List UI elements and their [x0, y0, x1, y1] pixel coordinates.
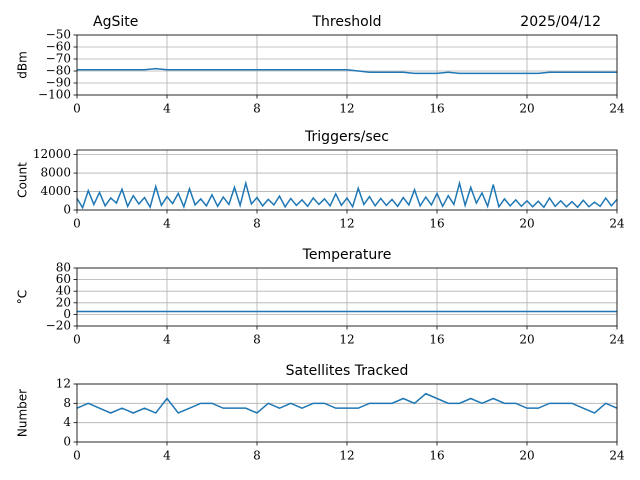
x-tick-label: 4: [163, 449, 171, 463]
x-tick-label: 20: [519, 449, 534, 463]
y-axis-label: Count: [16, 162, 30, 198]
x-tick-label: 8: [253, 333, 261, 347]
x-tick-label: 16: [429, 333, 444, 347]
axes-frame: [76, 149, 618, 211]
x-tick-label: 16: [429, 217, 444, 231]
y-tick-label: 80: [56, 261, 71, 275]
x-tick-label: 16: [429, 102, 444, 116]
y-tick-label: −80: [46, 64, 71, 78]
x-tick-label: 24: [609, 217, 625, 231]
x-tick-label: 8: [253, 102, 261, 116]
y-tick-label: −60: [46, 40, 71, 54]
y-axis-label: °C: [16, 290, 30, 304]
y-tick-label: 40: [56, 284, 71, 298]
panel-title: Temperature: [302, 247, 392, 263]
y-tick-label: 8: [63, 396, 71, 410]
y-tick-label: −90: [46, 76, 71, 90]
annotation: 2025/04/12: [520, 14, 601, 30]
x-tick-label: 0: [73, 217, 81, 231]
x-tick-label: 0: [73, 449, 81, 463]
x-tick-label: 24: [609, 102, 625, 116]
panel-title: Threshold: [312, 14, 382, 30]
y-tick-label: 20: [56, 295, 71, 309]
x-tick-label: 12: [339, 102, 354, 116]
y-tick-label: 4000: [40, 184, 71, 198]
x-tick-label: 16: [429, 449, 444, 463]
y-tick-label: 4: [63, 415, 71, 429]
data-line: [77, 67, 617, 75]
y-tick-label: 12: [56, 377, 71, 391]
axes-frame: [76, 267, 618, 327]
x-tick-label: 24: [609, 449, 625, 463]
y-tick-label: −50: [46, 28, 71, 42]
x-tick-label: 20: [519, 102, 534, 116]
annotation: AgSite: [93, 14, 138, 30]
x-tick-label: 8: [253, 449, 261, 463]
x-tick-label: 0: [73, 102, 81, 116]
data-line: [76, 180, 618, 210]
y-tick-label: −100: [38, 88, 71, 102]
x-tick-label: 20: [519, 217, 534, 231]
axes-frame: [76, 34, 618, 96]
x-tick-label: 4: [163, 217, 171, 231]
x-tick-label: 12: [339, 217, 354, 231]
x-tick-label: 8: [253, 217, 261, 231]
data-line: [76, 392, 618, 414]
axes-frame: [76, 383, 618, 443]
y-tick-label: 0: [63, 435, 71, 449]
y-tick-label: 12000: [33, 147, 71, 161]
y-axis-label: dBm: [16, 51, 30, 79]
x-tick-label: 4: [163, 102, 171, 116]
y-tick-label: −20: [46, 319, 71, 333]
x-tick-label: 20: [519, 333, 534, 347]
panel-title: Satellites Tracked: [286, 363, 409, 379]
y-axis-label: Number: [16, 389, 30, 437]
y-tick-label: 60: [56, 272, 71, 286]
x-tick-label: 4: [163, 333, 171, 347]
x-tick-label: 0: [73, 333, 81, 347]
panel-title: Triggers/sec: [304, 129, 389, 145]
x-tick-label: 12: [339, 333, 354, 347]
y-tick-label: 0: [63, 307, 71, 321]
x-tick-label: 12: [339, 449, 354, 463]
x-tick-label: 24: [609, 333, 625, 347]
y-tick-label: 8000: [40, 166, 71, 180]
y-tick-label: −70: [46, 52, 71, 66]
y-tick-label: 0: [63, 203, 71, 217]
